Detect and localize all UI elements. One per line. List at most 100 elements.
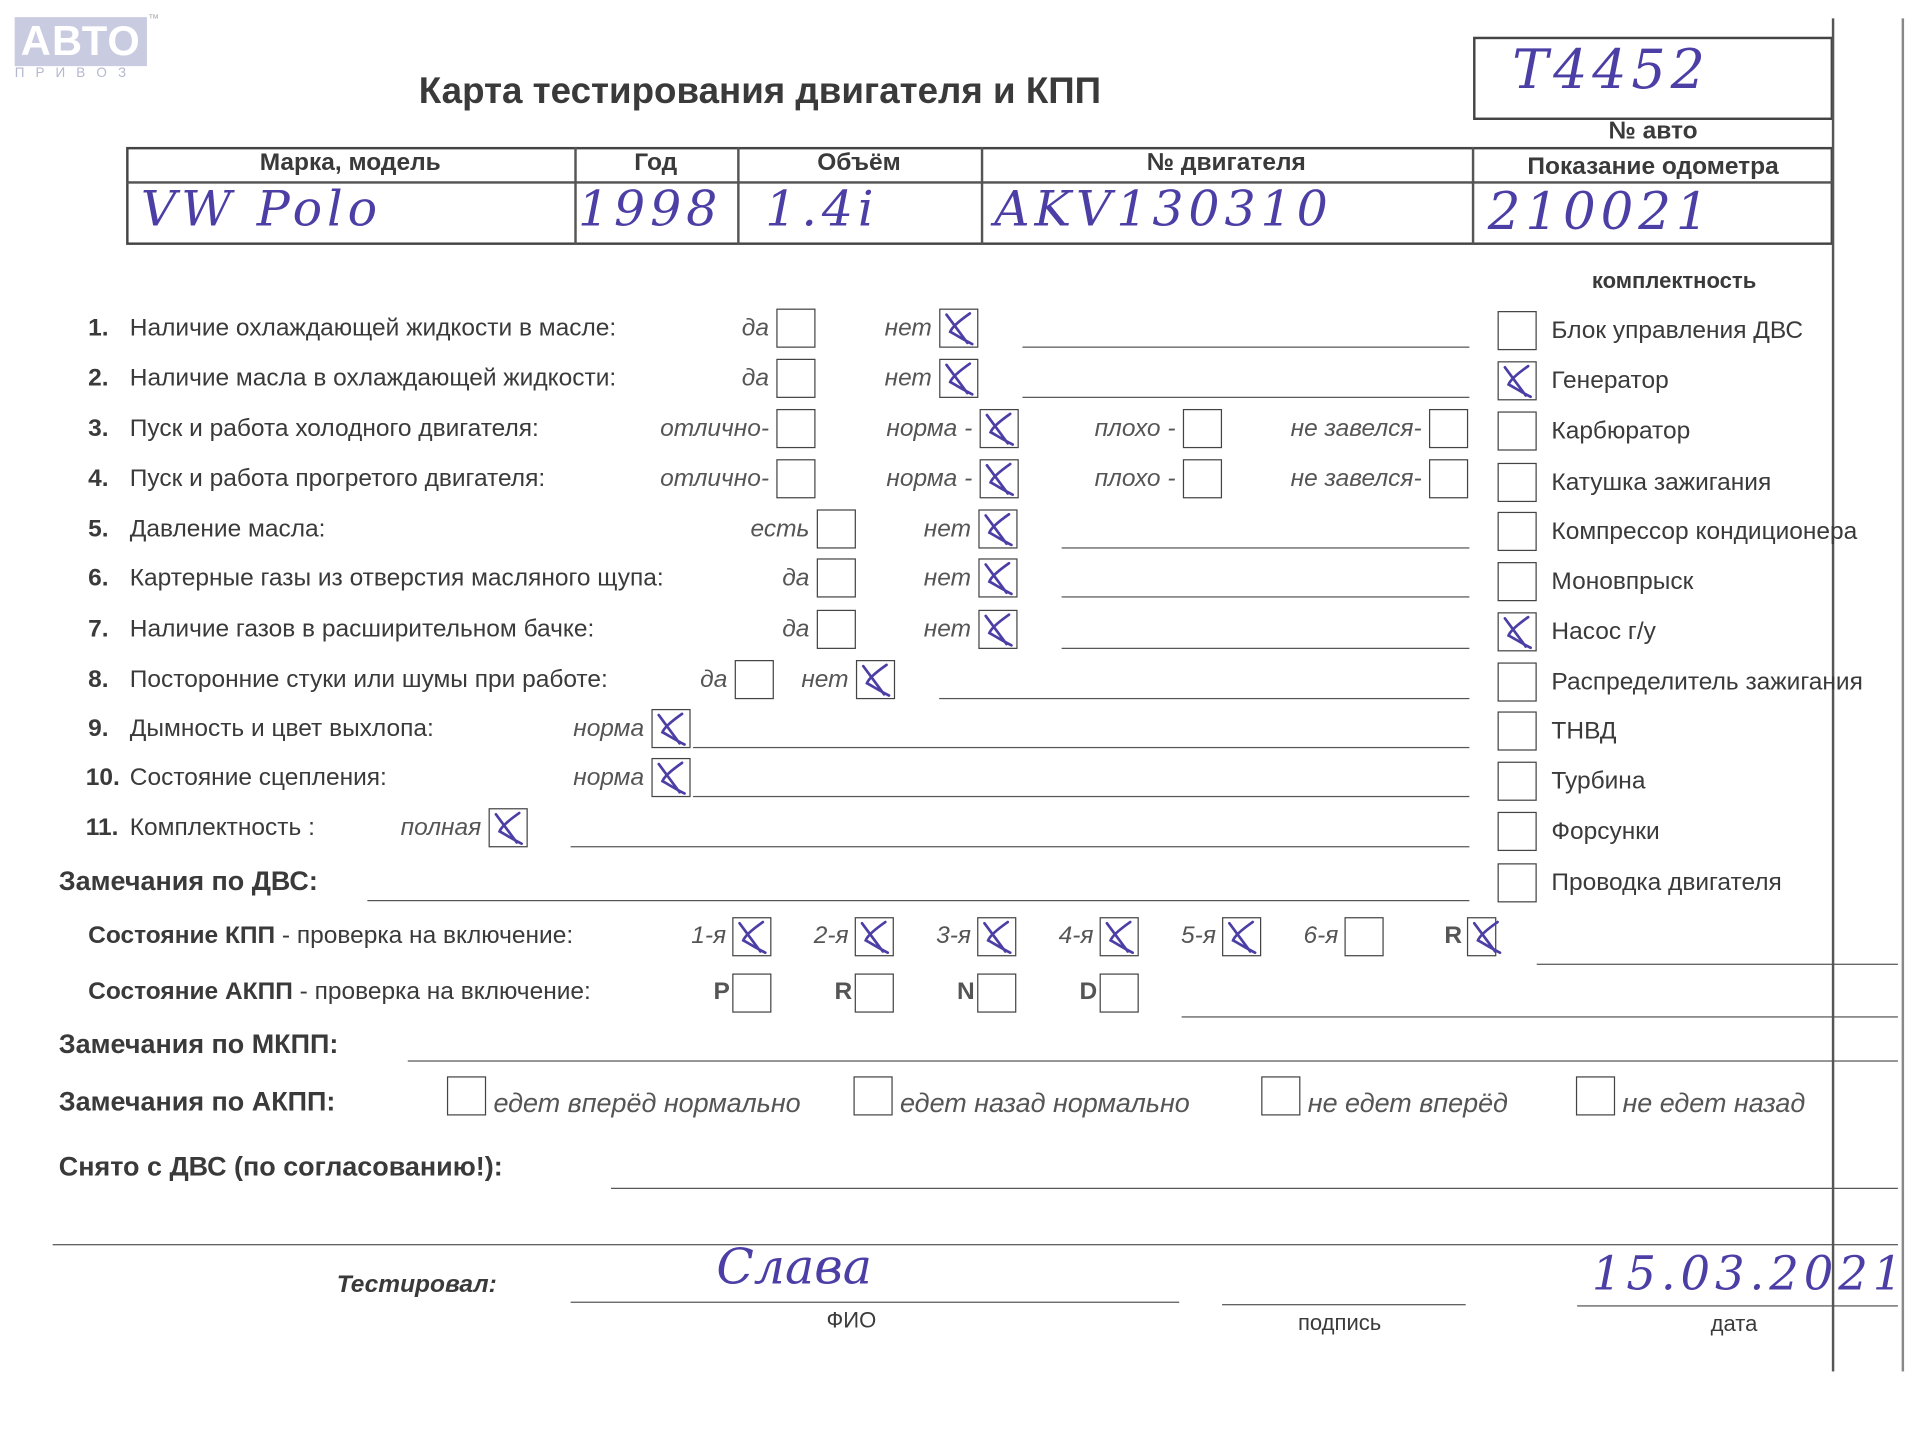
manual-remarks-line[interactable] <box>407 1060 1898 1062</box>
checkbox-3-1[interactable] <box>776 408 816 449</box>
completeness-checkbox[interactable] <box>1497 361 1537 401</box>
checkbox-2-2[interactable] <box>939 358 979 398</box>
position-checkbox[interactable] <box>732 973 772 1013</box>
question-number: 1. <box>88 314 109 342</box>
completeness-checkbox[interactable] <box>1497 711 1537 751</box>
car-number-value: Т4452 <box>1512 39 1710 102</box>
year-value: 1998 <box>577 181 723 238</box>
checkbox-3-3[interactable] <box>1182 408 1223 449</box>
logo-subtitle: П Р И В О З <box>14 66 130 81</box>
option-label: нет <box>884 364 932 392</box>
auto-remark-checkbox[interactable] <box>446 1076 487 1116</box>
checkbox-2-1[interactable] <box>776 358 816 398</box>
checkbox-7-2[interactable] <box>978 609 1018 649</box>
completeness-checkbox[interactable] <box>1497 411 1537 451</box>
completeness-label: Насос г/у <box>1551 618 1656 646</box>
removed-label: Снято с ДВС (по согласованию!): <box>58 1151 503 1182</box>
page-title: Карта тестирования двигателя и КПП <box>418 71 1102 112</box>
completeness-checkbox[interactable] <box>1497 562 1537 602</box>
question-number: 8. <box>88 666 109 694</box>
signature-line[interactable] <box>1222 1304 1466 1306</box>
checkbox-10-1[interactable] <box>651 757 691 798</box>
completeness-label: Форсунки <box>1551 817 1660 845</box>
option-label: норма <box>573 764 645 792</box>
question-number: 9. <box>88 715 109 743</box>
auto-remarks-label: Замечания по АКПП: <box>58 1086 336 1117</box>
option-label: есть <box>750 515 810 543</box>
checkbox-9-1[interactable] <box>651 708 691 749</box>
question-number: 5. <box>88 515 109 543</box>
engine-remarks-line[interactable] <box>367 900 1470 902</box>
checkbox-4-3[interactable] <box>1182 459 1223 499</box>
position-checkbox[interactable] <box>854 973 894 1013</box>
completeness-label: Проводка двигателя <box>1551 869 1782 897</box>
position-checkbox[interactable] <box>977 973 1017 1013</box>
check-mark-icon <box>983 920 1012 955</box>
completeness-checkbox[interactable] <box>1497 462 1537 503</box>
check-mark-icon <box>861 663 891 697</box>
checkbox-8-2[interactable] <box>855 660 896 700</box>
answer-line[interactable] <box>693 795 1470 798</box>
question-text: Состояние сцепления: <box>129 764 387 792</box>
checkbox-1-1[interactable] <box>776 308 816 348</box>
answer-line[interactable] <box>693 746 1470 749</box>
completeness-checkbox[interactable] <box>1497 311 1537 351</box>
question-text: Пуск и работа холодного двигателя: <box>129 415 539 443</box>
completeness-checkbox[interactable] <box>1497 761 1537 801</box>
question-number: 6. <box>88 564 109 592</box>
completeness-checkbox[interactable] <box>1497 811 1537 852</box>
checkbox-4-1[interactable] <box>776 459 816 499</box>
gear-checkbox[interactable] <box>732 917 772 957</box>
checkbox-8-1[interactable] <box>734 660 774 700</box>
answer-line[interactable] <box>1022 396 1470 398</box>
gear-checkbox[interactable] <box>977 917 1017 957</box>
auto-remark-checkbox[interactable] <box>1261 1076 1301 1116</box>
auto-gearbox-label: Состояние АКПП - проверка на включение: <box>88 978 591 1006</box>
position-checkbox[interactable] <box>1099 973 1139 1013</box>
gear-checkbox[interactable] <box>1099 917 1139 957</box>
answer-line[interactable] <box>1061 647 1470 649</box>
completeness-checkbox[interactable] <box>1497 662 1537 702</box>
option-label: нет <box>923 615 972 643</box>
checkbox-5-2[interactable] <box>978 509 1018 549</box>
checkbox-3-4[interactable] <box>1428 408 1469 449</box>
check-mark-icon <box>738 920 767 955</box>
auto-remark-checkbox[interactable] <box>853 1076 893 1116</box>
checkbox-5-1[interactable] <box>816 509 856 549</box>
question-text: Пуск и работа прогретого двигателя: <box>129 465 546 493</box>
checkbox-7-1[interactable] <box>816 609 856 649</box>
name-line[interactable] <box>570 1301 1180 1303</box>
checkbox-11-1[interactable] <box>488 808 528 848</box>
date-line[interactable] <box>1577 1305 1898 1307</box>
answer-line[interactable] <box>1022 346 1470 348</box>
answer-line[interactable] <box>939 697 1470 700</box>
gear-label: 2-я <box>813 922 849 949</box>
gear-checkbox[interactable] <box>1344 917 1384 957</box>
checkbox-4-2[interactable] <box>979 459 1019 499</box>
option-label: норма <box>573 715 645 743</box>
gear-checkbox[interactable] <box>1466 917 1502 957</box>
answer-line[interactable] <box>1061 596 1470 598</box>
auto-remark-checkbox[interactable] <box>1575 1076 1616 1116</box>
removed-line[interactable] <box>611 1187 1898 1189</box>
completeness-checkbox[interactable] <box>1497 511 1537 552</box>
checkbox-3-2[interactable] <box>979 408 1019 449</box>
completeness-checkbox[interactable] <box>1497 612 1537 652</box>
gear-checkbox[interactable] <box>1222 917 1262 957</box>
check-mark-icon <box>985 412 1015 446</box>
completeness-label: Моновпрыск <box>1551 568 1694 596</box>
answer-line[interactable] <box>570 846 1470 848</box>
question-text: Комплектность : <box>129 814 315 842</box>
answer-line[interactable] <box>1061 547 1470 549</box>
position-label: P <box>713 978 730 1006</box>
gear-checkbox[interactable] <box>854 917 894 957</box>
check-mark-icon <box>1503 615 1532 650</box>
date-caption: дата <box>1710 1311 1758 1336</box>
completeness-checkbox[interactable] <box>1497 863 1537 903</box>
checkbox-4-4[interactable] <box>1428 459 1469 499</box>
check-mark-icon <box>1472 920 1502 955</box>
checkbox-6-1[interactable] <box>816 558 856 598</box>
signature-caption: подпись <box>1297 1310 1382 1335</box>
checkbox-1-2[interactable] <box>939 308 979 348</box>
checkbox-6-2[interactable] <box>978 558 1018 598</box>
